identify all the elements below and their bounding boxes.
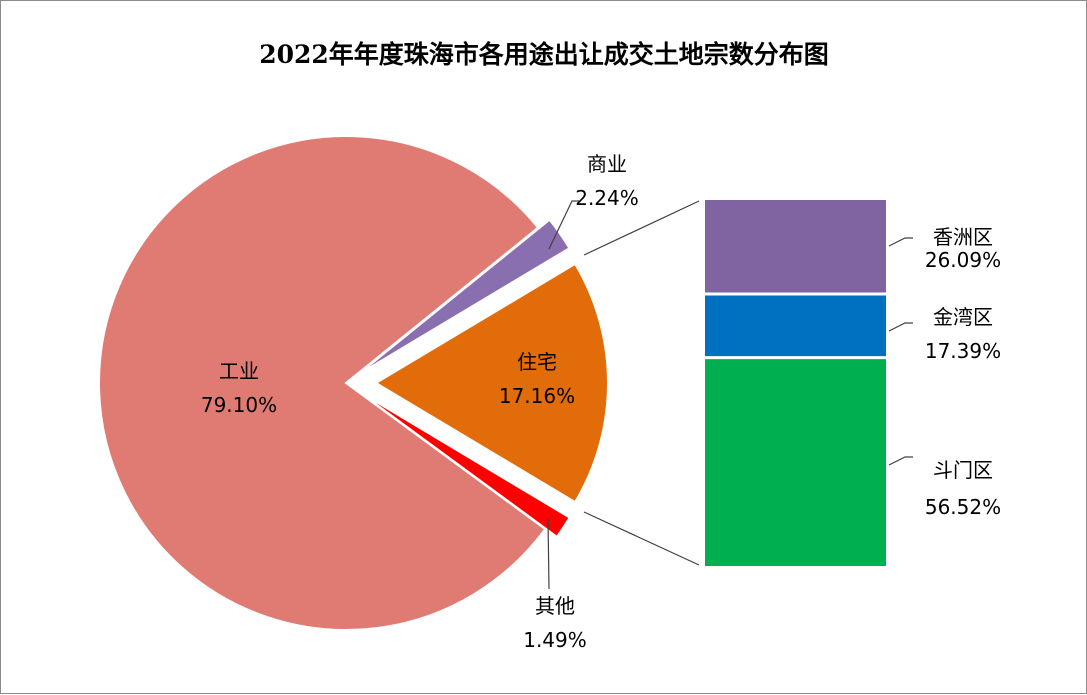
- bar-layer: [705, 200, 886, 566]
- bar-segment-xiangzhou: [705, 200, 886, 293]
- label-jinwan-name: 金湾区: [933, 305, 993, 329]
- pie-slice-industrial: [98, 135, 547, 631]
- label-industrial-name: 工业: [219, 359, 259, 383]
- label-other-value: 1.49%: [523, 628, 587, 652]
- connector-bottom: [583, 511, 700, 566]
- leader-jinwan: [888, 322, 913, 332]
- leader-other: [547, 517, 550, 590]
- label-doumen-name: 斗门区: [933, 458, 993, 482]
- chart-title: 2022年年度珠海市各用途出让成交土地宗数分布图: [259, 40, 829, 69]
- bar-segment-jinwan: [705, 295, 886, 357]
- leader-xiangzhou: [888, 237, 913, 247]
- label-jinwan-value: 17.39%: [925, 339, 1001, 363]
- pie-slice-residential: [374, 262, 610, 504]
- label-commercial-name: 商业: [587, 152, 627, 176]
- label-residential-value: 17.16%: [499, 384, 575, 408]
- label-residential-name: 住宅: [517, 350, 557, 374]
- label-xiangzhou-name: 香洲区: [933, 225, 993, 249]
- label-xiangzhou-value: 26.09%: [925, 248, 1001, 272]
- bar-segment-doumen: [705, 359, 886, 566]
- connector-layer: [547, 200, 913, 590]
- label-industrial-value: 79.10%: [201, 393, 277, 417]
- label-other-name: 其他: [535, 594, 575, 618]
- pie-layer: [98, 135, 610, 631]
- label-doumen-value: 56.52%: [925, 495, 1001, 519]
- label-commercial-value: 2.24%: [575, 186, 639, 210]
- pie-slice-commercial: [356, 218, 571, 376]
- leader-commercial: [548, 200, 579, 250]
- leader-doumen: [888, 456, 913, 466]
- pie-slice-other: [357, 389, 571, 539]
- connector-top: [583, 200, 700, 256]
